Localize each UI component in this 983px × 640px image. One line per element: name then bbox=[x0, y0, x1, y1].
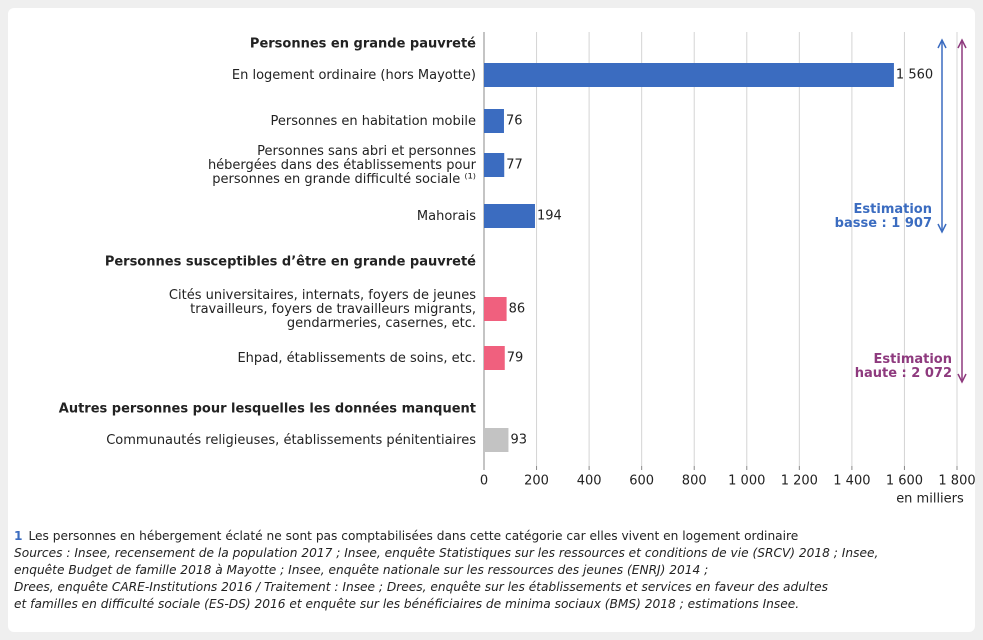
x-tick-label: 1 000 bbox=[728, 474, 765, 489]
x-tick-label: 600 bbox=[629, 474, 654, 489]
x-tick-label: 1 600 bbox=[886, 474, 923, 489]
value-label: 93 bbox=[510, 433, 527, 448]
footer: 1 Les personnes en hébergement éclaté ne … bbox=[14, 528, 974, 613]
bar bbox=[484, 204, 535, 228]
footnote: 1 Les personnes en hébergement éclaté ne … bbox=[14, 528, 974, 545]
arrow-head bbox=[937, 38, 947, 49]
value-label: 77 bbox=[506, 158, 523, 173]
category-label: Personnes en habitation mobile bbox=[271, 114, 476, 129]
source-line: Sources : Insee, recensement de la popul… bbox=[14, 546, 879, 560]
arrow-head bbox=[937, 223, 947, 234]
x-tick-label: 800 bbox=[682, 474, 707, 489]
category-label: Mahorais bbox=[417, 209, 476, 224]
bar bbox=[484, 428, 509, 452]
annotation: Estimation haute : 2 072 bbox=[855, 352, 952, 381]
value-label: 1 560 bbox=[896, 68, 933, 83]
bar bbox=[484, 153, 505, 177]
group-title: Autres personnes pour lesquelles les don… bbox=[59, 402, 476, 417]
bar bbox=[484, 346, 505, 370]
bar bbox=[484, 297, 507, 321]
x-tick-label: 400 bbox=[577, 474, 602, 489]
source-line: enquête Budget de famille 2018 à Mayotte… bbox=[14, 563, 709, 577]
x-tick-label: 0 bbox=[480, 474, 488, 489]
category-label: Communautés religieuses, établissements … bbox=[106, 433, 476, 448]
x-tick-label: 1 400 bbox=[833, 474, 870, 489]
footnote-text: Les personnes en hébergement éclaté ne s… bbox=[28, 529, 799, 543]
category-label: En logement ordinaire (hors Mayotte) bbox=[232, 68, 476, 83]
bar bbox=[484, 109, 504, 133]
x-tick-label: 1 200 bbox=[781, 474, 818, 489]
value-label: 76 bbox=[506, 114, 523, 129]
group-title: Personnes en grande pauvreté bbox=[250, 37, 476, 52]
footnote-number: 1 bbox=[14, 529, 23, 543]
value-label: 79 bbox=[507, 351, 524, 366]
x-axis-label: en milliers bbox=[896, 492, 964, 507]
source-line: et familles en difficulté sociale (ES-DS… bbox=[14, 597, 800, 611]
annotation: Estimation basse : 1 907 bbox=[835, 202, 932, 231]
category-label: Personnes sans abri et personnes hébergée… bbox=[208, 144, 477, 187]
x-tick-label: 1 800 bbox=[938, 474, 975, 489]
group-title: Personnes susceptibles d’être en grande … bbox=[105, 255, 476, 270]
arrow-head bbox=[957, 373, 967, 384]
source-line: Drees, enquête CARE-Institutions 2016 / … bbox=[14, 580, 828, 594]
value-label: 86 bbox=[509, 302, 526, 317]
arrow-head bbox=[957, 38, 967, 49]
x-tick-label: 200 bbox=[524, 474, 549, 489]
category-label: Cités universitaires, internats, foyers … bbox=[169, 288, 476, 331]
category-label: Ehpad, établissements de soins, etc. bbox=[237, 351, 476, 366]
value-label: 194 bbox=[537, 209, 562, 224]
bar bbox=[484, 63, 894, 87]
chart: en milliers 0 200 400 600 800 1 000 1 200 1 400… bbox=[59, 32, 976, 507]
